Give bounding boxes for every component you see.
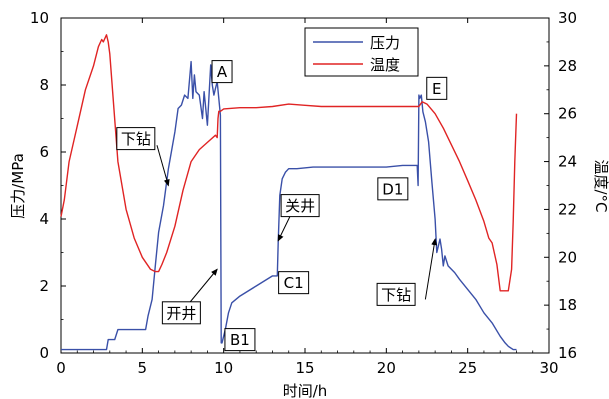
x-tick-label: 20: [377, 359, 396, 377]
x-tick-label: 30: [539, 359, 558, 377]
x-tick-label: 15: [295, 359, 314, 377]
plot-area: 0 5 10 15 20 25 3002468101618202224262830AE下钻D…: [30, 9, 577, 377]
x-axis-label: 时间/h: [283, 382, 328, 399]
y-left-tick-label: 6: [39, 143, 49, 161]
y-left-tick-label: 4: [39, 210, 49, 228]
y-left-tick-label: 8: [39, 76, 49, 94]
annotation-arrow: [277, 215, 291, 242]
y-right-tick-label: 26: [558, 105, 577, 123]
annotation-label: 开井: [166, 304, 196, 322]
annotation-box: [116, 127, 156, 151]
temperature-series-line: [60, 34, 518, 292]
annotation-box: [426, 76, 448, 100]
annotation-box: [278, 271, 310, 295]
y-right-axis-label: 温度/°C: [592, 159, 609, 212]
x-tick-label: 10: [214, 359, 233, 377]
y-right-tick-label: 18: [558, 296, 577, 314]
annotation-arrow: [189, 268, 218, 304]
annotation-arrow: [424, 238, 438, 300]
legend: 压力 温度: [304, 27, 419, 77]
annotation-label: B1: [230, 331, 250, 349]
y-right-tick-label: 20: [558, 248, 577, 266]
annotation-label: C1: [284, 274, 304, 292]
y-left-tick-label: 2: [39, 277, 49, 295]
y-right-tick-label: 16: [558, 344, 577, 362]
legend-label-temperature: 温度: [370, 56, 400, 74]
y-left-axis-label: 压力/MPa: [9, 153, 27, 219]
annotation-label: D1: [382, 180, 403, 198]
annotation-label: A: [217, 63, 228, 81]
y-right-tick-label: 22: [558, 200, 577, 218]
annotation-label: 下钻: [121, 130, 151, 148]
x-tick-label: 25: [458, 359, 477, 377]
y-left-tick-label: 0: [39, 344, 49, 362]
annotation-box: [376, 282, 416, 306]
legend-box: [304, 27, 419, 77]
pressure-series-line: [61, 60, 517, 351]
annotation-box: [161, 301, 201, 325]
annotation-label: E: [432, 80, 441, 98]
legend-label-pressure: 压力: [370, 34, 400, 52]
annotation-box: [224, 328, 256, 352]
y-left-tick-label: 10: [30, 9, 49, 27]
y-right-tick-label: 30: [558, 9, 577, 27]
annotation-box: [377, 177, 409, 201]
annotation-label: 关井: [285, 197, 315, 215]
x-tick-label: 0: [56, 359, 66, 377]
annotation-label: 下钻: [381, 286, 411, 304]
annotation-arrow: [156, 145, 170, 187]
x-tick-label: 5: [138, 359, 148, 377]
annotation-box: [211, 60, 233, 84]
y-right-tick-label: 28: [558, 57, 577, 75]
y-right-tick-label: 24: [558, 153, 577, 171]
annotation-box: [280, 194, 320, 218]
